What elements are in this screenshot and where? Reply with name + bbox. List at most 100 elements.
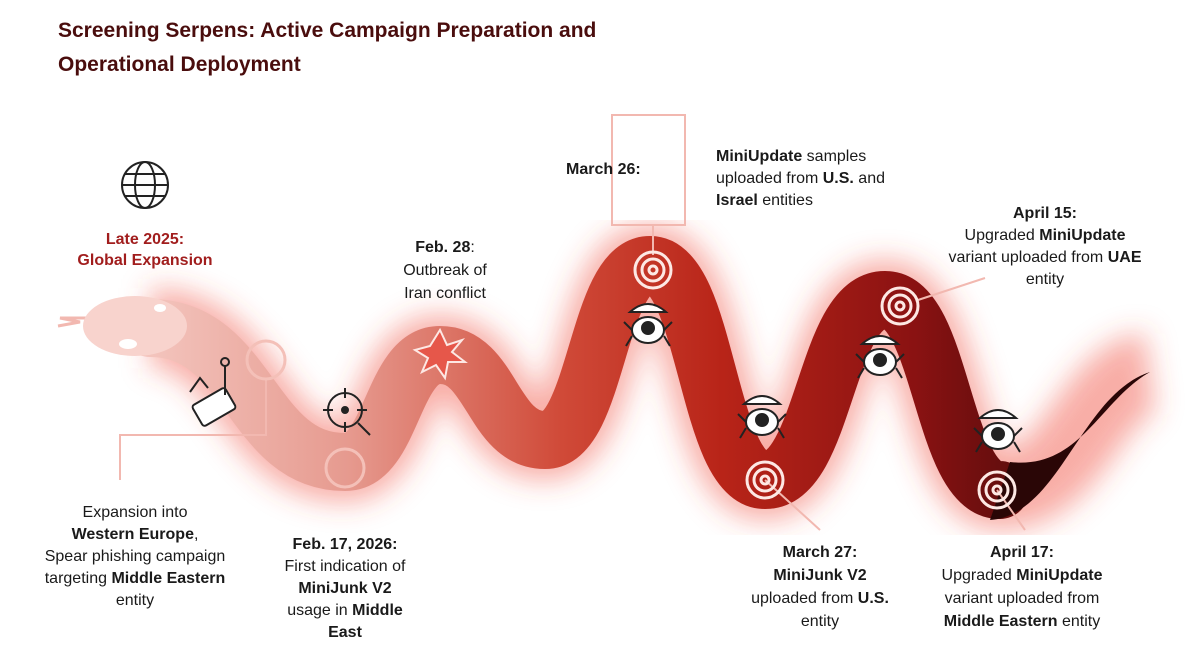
bug-legs <box>973 427 1023 453</box>
label-text: entity <box>1058 613 1101 630</box>
label-block: April 17: Upgraded MiniUpdate variant uplo… <box>942 544 1103 630</box>
label-text: Upgraded <box>942 567 1017 584</box>
label-line: First indication of <box>285 558 406 575</box>
label-line: East <box>328 624 362 641</box>
bug-icon <box>623 303 673 347</box>
label-line: variant uploaded from UAE <box>949 249 1142 266</box>
label-bold: East <box>328 624 362 641</box>
label-bold: Israel <box>716 192 758 209</box>
bug-skull <box>641 321 655 335</box>
bug-legs <box>855 353 905 379</box>
label-bold: Feb. 28 <box>415 239 470 256</box>
label-bold: Middle Eastern <box>111 570 225 587</box>
label-block: March 26: <box>566 161 641 178</box>
bug-icons <box>623 303 1023 453</box>
icons <box>121 161 371 436</box>
label-block: MiniUpdate samples uploaded from U.S. and… <box>716 148 885 209</box>
label-bold: MiniJunk V2 <box>298 580 391 597</box>
labels: Late 2025: Global Expansion Expansion into… <box>45 148 1142 641</box>
label-line: entity <box>801 613 839 630</box>
label-line: Western Europe, <box>72 526 199 543</box>
label-line: Upgraded MiniUpdate <box>965 227 1126 244</box>
bug-hat <box>977 409 1019 419</box>
markers <box>245 250 1017 510</box>
label-line: Feb. 17, 2026: <box>293 536 398 553</box>
label-text: : <box>470 239 474 256</box>
bug-icon <box>973 409 1023 453</box>
label-bold: MiniJunk V2 <box>773 567 866 584</box>
label-bold: March 26: <box>566 161 641 178</box>
label-bold: U.S. <box>858 590 889 607</box>
label-text: usage in <box>287 602 352 619</box>
label-block: Late 2025: Global Expansion <box>77 231 212 269</box>
label-text: uploaded from <box>751 590 858 607</box>
label-line: MiniUpdate samples <box>716 148 866 165</box>
label-line: Israel entities <box>716 192 813 209</box>
label-bold: Global Expansion <box>77 252 212 269</box>
snake <box>57 224 1160 531</box>
bug-hat <box>627 303 669 313</box>
label-line: Upgraded MiniUpdate <box>942 567 1103 584</box>
title: Screening Serpens: Active Campaign Prepa… <box>58 19 597 76</box>
label-bold: April 15: <box>1013 205 1077 222</box>
label-line: April 17: <box>990 544 1054 561</box>
label-text: and <box>854 170 885 187</box>
label-text: First indication of <box>285 558 406 575</box>
label-block: April 15: Upgraded MiniUpdate variant uplo… <box>949 205 1142 288</box>
bug-icon <box>855 335 905 379</box>
label-line: Late 2025: <box>106 231 184 248</box>
label-bold: UAE <box>1108 249 1142 266</box>
label-block: March 27: MiniJunk V2 uploaded from U.S. en… <box>751 544 889 630</box>
label-line: variant uploaded from <box>945 590 1100 607</box>
bug-hat <box>741 395 783 405</box>
label-text: Upgraded <box>965 227 1040 244</box>
label-bold: Western Europe <box>72 526 195 543</box>
label-text: Outbreak of <box>403 262 487 279</box>
bug-legs <box>737 413 787 439</box>
label-text: entities <box>758 192 813 209</box>
label-line: Spear phishing campaign <box>45 548 226 565</box>
bug-hat <box>859 335 901 345</box>
label-line: targeting Middle Eastern <box>45 570 226 587</box>
label-line: MiniJunk V2 <box>773 567 866 584</box>
label-line: MiniJunk V2 <box>298 580 391 597</box>
connectors <box>119 114 1026 531</box>
label-text: entity <box>1026 271 1064 288</box>
label-text: variant uploaded from <box>945 590 1100 607</box>
label-text: Spear phishing campaign <box>45 548 226 565</box>
label-bold: U.S. <box>823 170 854 187</box>
label-line: Feb. 28: <box>415 239 475 256</box>
label-text: Iran conflict <box>404 285 486 302</box>
label-line: Middle Eastern entity <box>944 613 1101 630</box>
label-bold: Feb. 17, 2026: <box>293 536 398 553</box>
label-line: Global Expansion <box>77 252 212 269</box>
label-bold: Middle Eastern <box>944 613 1058 630</box>
label-text: entity <box>116 592 154 609</box>
label-line: April 15: <box>1013 205 1077 222</box>
label-text: Expansion into <box>83 504 188 521</box>
bug-skull <box>755 413 769 427</box>
label-text: variant uploaded from <box>949 249 1108 266</box>
label-line: March 27: <box>783 544 858 561</box>
label-text: samples <box>802 148 866 165</box>
label-bold: Middle <box>352 602 403 619</box>
label-line: March 26: <box>566 161 641 178</box>
label-text: targeting <box>45 570 112 587</box>
bug-skull <box>873 353 887 367</box>
label-bold: April 17: <box>990 544 1054 561</box>
label-text: entity <box>801 613 839 630</box>
label-bold: March 27: <box>783 544 858 561</box>
bug-skull <box>991 427 1005 441</box>
label-line: uploaded from U.S. <box>751 590 889 607</box>
label-text: uploaded from <box>716 170 823 187</box>
label-bold: MiniUpdate <box>716 148 802 165</box>
label-line: Expansion into <box>83 504 188 521</box>
label-line: entity <box>116 592 154 609</box>
label-bold: MiniUpdate <box>1016 567 1102 584</box>
label-bold: MiniUpdate <box>1039 227 1125 244</box>
label-block: Feb. 17, 2026: First indication of MiniJun… <box>285 536 406 641</box>
label-block: Expansion into Western Europe, Spear phish… <box>45 504 226 609</box>
bug-icon <box>737 395 787 439</box>
